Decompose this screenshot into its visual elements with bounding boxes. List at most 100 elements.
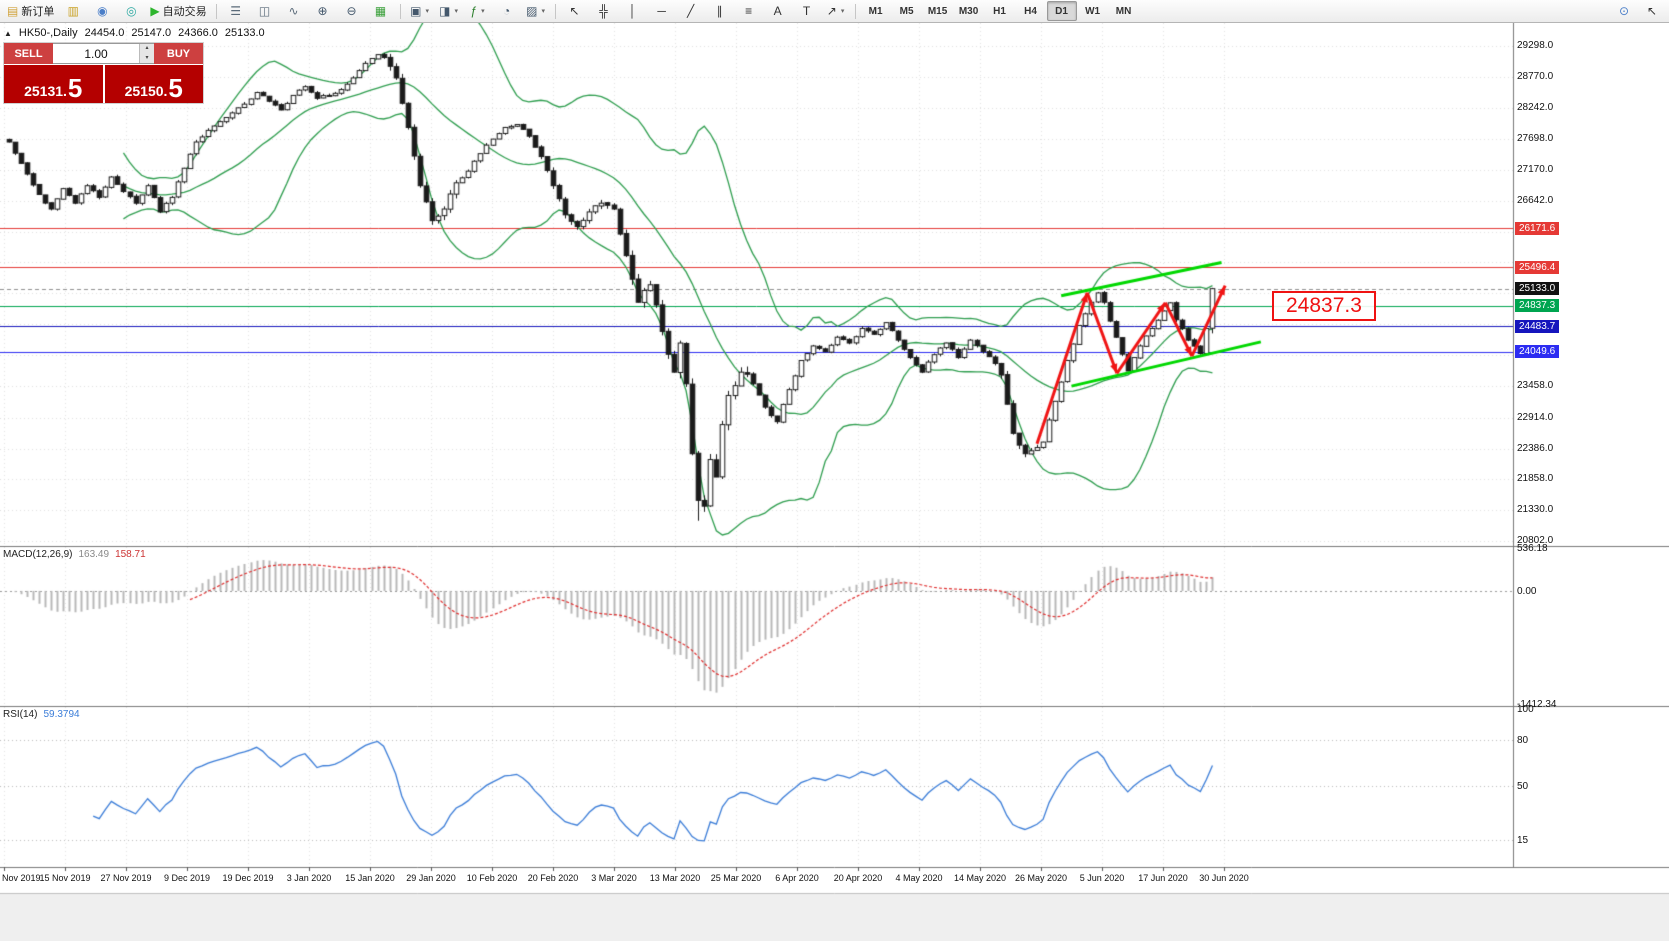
bid-price: 25131. xyxy=(24,82,67,99)
bid-price-button[interactable]: 25131. 5 xyxy=(4,65,103,103)
horizontal-line-icon[interactable]: ─ xyxy=(648,1,676,21)
macd-indicator-label: MACD(12,26,9) 163.49 158.71 xyxy=(3,549,146,560)
one-click-trading-panel: SELL ▴ ▾ BUY 25131. 5 25150. 5 xyxy=(4,43,203,103)
toolbar-right-group: ⊙ ↖ xyxy=(1610,1,1666,21)
chart-ohlc-header: ▲ HK50-,Daily 24454.0 25147.0 24366.0 25… xyxy=(4,27,265,39)
price-line-tag[interactable]: 24837.3 xyxy=(1515,299,1560,313)
price-annotation-label[interactable]: 24837.3 xyxy=(1272,291,1376,321)
chart-profiles-icon[interactable]: ▥ xyxy=(59,1,87,21)
price-axis-label: 21330.0 xyxy=(1517,504,1554,516)
lot-spinner: ▴ ▾ xyxy=(139,44,154,63)
timeframe-m15-button[interactable]: M15 xyxy=(923,1,953,21)
date-axis-label: 15 Jan 2020 xyxy=(345,873,395,883)
profiles-icon[interactable]: ◨ ▾ xyxy=(435,1,463,21)
sell-button[interactable]: SELL xyxy=(4,43,53,64)
price-line-tag[interactable]: 25496.4 xyxy=(1515,260,1560,274)
bid-price-pip: 5 xyxy=(67,72,83,103)
chart-canvas[interactable] xyxy=(0,23,1669,941)
text-label-icon[interactable]: T xyxy=(793,1,821,21)
tile-windows-icon[interactable]: ▦ xyxy=(367,1,395,21)
equidistant-channel-icon[interactable]: ∥ xyxy=(706,1,734,21)
date-axis-label: 27 Nov 2019 xyxy=(100,873,152,883)
new-chart-icon: ▣ xyxy=(410,4,422,18)
timeframe-m1-button[interactable]: M1 xyxy=(861,1,891,21)
vertical-line-icon[interactable]: │ xyxy=(619,1,647,21)
price-line-tag[interactable]: 24483.7 xyxy=(1515,319,1560,333)
search-icon[interactable]: ⊙ xyxy=(1610,1,1638,21)
timeframe-w1-button[interactable]: W1 xyxy=(1078,1,1108,21)
timeframe-m30-button-label: M30 xyxy=(958,5,979,17)
lot-increase-button[interactable]: ▴ xyxy=(145,45,149,51)
date-axis-label: Nov 2019 xyxy=(2,873,41,883)
crosshair-icon: ╬ xyxy=(599,4,608,18)
new-chart-icon[interactable]: ▣ ▾ xyxy=(406,1,434,21)
toolbar-separator xyxy=(215,3,217,19)
line-chart-icon[interactable]: ∿ xyxy=(280,1,308,21)
templates-icon[interactable]: ▨ ▾ xyxy=(522,1,550,21)
arrows-icon[interactable]: ↗ ▾ xyxy=(822,1,850,21)
rsi-axis-label: 80 xyxy=(1517,734,1529,746)
symbol-marker-icon: ▲ xyxy=(4,28,12,38)
zoom-out-icon[interactable]: ⊖ xyxy=(338,1,366,21)
cycles-icon[interactable]: ◔ xyxy=(493,1,521,21)
macd-axis-label: -1412.34 xyxy=(1517,699,1557,710)
chevron-down-icon: ▾ xyxy=(541,8,545,15)
line-chart-icon: ∿ xyxy=(288,4,299,18)
autotrading-button[interactable]: ▶ 自动交易 xyxy=(146,1,210,21)
zoom-in-icon: ⊕ xyxy=(317,4,328,18)
price-axis-label: 27698.0 xyxy=(1517,133,1554,145)
cursor-icon[interactable]: ↖ xyxy=(561,1,589,21)
equidistant-channel-icon: ∥ xyxy=(716,4,723,18)
new-order-button[interactable]: ▤ 新订单 xyxy=(3,1,58,21)
timeframe-d1-button[interactable]: D1 xyxy=(1046,1,1077,21)
zoom-out-icon: ⊖ xyxy=(346,4,357,18)
price-axis-label: 20802.0 xyxy=(1517,535,1554,546)
ohlc-high: 25147.0 xyxy=(131,27,172,39)
timeframe-h4-button[interactable]: H4 xyxy=(1016,1,1046,21)
timeframe-mn-button[interactable]: MN xyxy=(1109,1,1139,21)
toolbar: ▤ 新订单 ▥ ◉ ◎ ▶ 自动交易 ☰ ◫ ∿ ⊕ ⊖ ▦ ▣ ▾ ◨ ▾ ƒ ▾ ◔ ▨ ▾ ↖ ╬ │ ─ ╱ ∥ ≡ A T ↗ ▾ M1… xyxy=(0,0,1669,23)
market-watch-icon: ◉ xyxy=(97,4,108,18)
profiles-icon: ◨ xyxy=(439,4,451,18)
timeframe-m30-button[interactable]: M30 xyxy=(954,1,984,21)
timeframe-h1-button-label: H1 xyxy=(993,5,1006,17)
rsi-value: 59.3794 xyxy=(43,709,80,720)
lot-size-input[interactable] xyxy=(53,44,139,63)
pointer-icon[interactable]: ↖ xyxy=(1638,1,1666,21)
macd-signal-value: 158.71 xyxy=(115,549,146,560)
price-axis-label: 29298.0 xyxy=(1517,40,1554,51)
price-axis-label: 26642.0 xyxy=(1517,194,1554,206)
indicators-icon[interactable]: ƒ ▾ xyxy=(464,1,492,21)
text-icon[interactable]: A xyxy=(764,1,792,21)
price-axis-label: 28242.0 xyxy=(1517,101,1554,113)
date-axis-label: 14 May 2020 xyxy=(953,873,1007,883)
price-line-tag[interactable]: 25133.0 xyxy=(1515,282,1560,296)
date-axis-label: 29 Jan 2020 xyxy=(406,873,456,883)
data-window-icon[interactable]: ◎ xyxy=(117,1,145,21)
buy-button[interactable]: BUY xyxy=(154,43,203,64)
timeframe-h4-button-label: H4 xyxy=(1024,5,1037,17)
trendline-icon[interactable]: ╱ xyxy=(677,1,705,21)
date-axis-label: 19 Dec 2019 xyxy=(222,873,274,883)
crosshair-icon[interactable]: ╬ xyxy=(590,1,618,21)
fibonacci-icon: ≡ xyxy=(745,4,753,18)
price-line-tag[interactable]: 24049.6 xyxy=(1515,345,1560,359)
zoom-in-icon[interactable]: ⊕ xyxy=(309,1,337,21)
ohlc-close: 25133.0 xyxy=(224,27,265,39)
timeframe-h1-button[interactable]: H1 xyxy=(985,1,1015,21)
chevron-down-icon: ▾ xyxy=(481,8,485,15)
price-line-tag[interactable]: 26171.6 xyxy=(1515,221,1560,235)
tile-windows-icon: ▦ xyxy=(374,4,387,18)
timeframe-m1-button-label: M1 xyxy=(868,5,883,17)
market-watch-icon[interactable]: ◉ xyxy=(88,1,116,21)
lot-decrease-button[interactable]: ▾ xyxy=(145,54,149,61)
lot-size-field: ▴ ▾ xyxy=(53,43,154,64)
fibonacci-icon[interactable]: ≡ xyxy=(735,1,763,21)
macd-axis-label: 536.18 xyxy=(1517,543,1548,554)
rsi-axis-label: 100 xyxy=(1517,704,1534,715)
bar-chart-icon[interactable]: ☰ xyxy=(222,1,250,21)
timeframe-m5-button[interactable]: M5 xyxy=(892,1,922,21)
candlestick-chart-icon[interactable]: ◫ xyxy=(251,1,279,21)
rsi-name: RSI(14) xyxy=(3,709,38,720)
ask-price-button[interactable]: 25150. 5 xyxy=(104,65,203,103)
